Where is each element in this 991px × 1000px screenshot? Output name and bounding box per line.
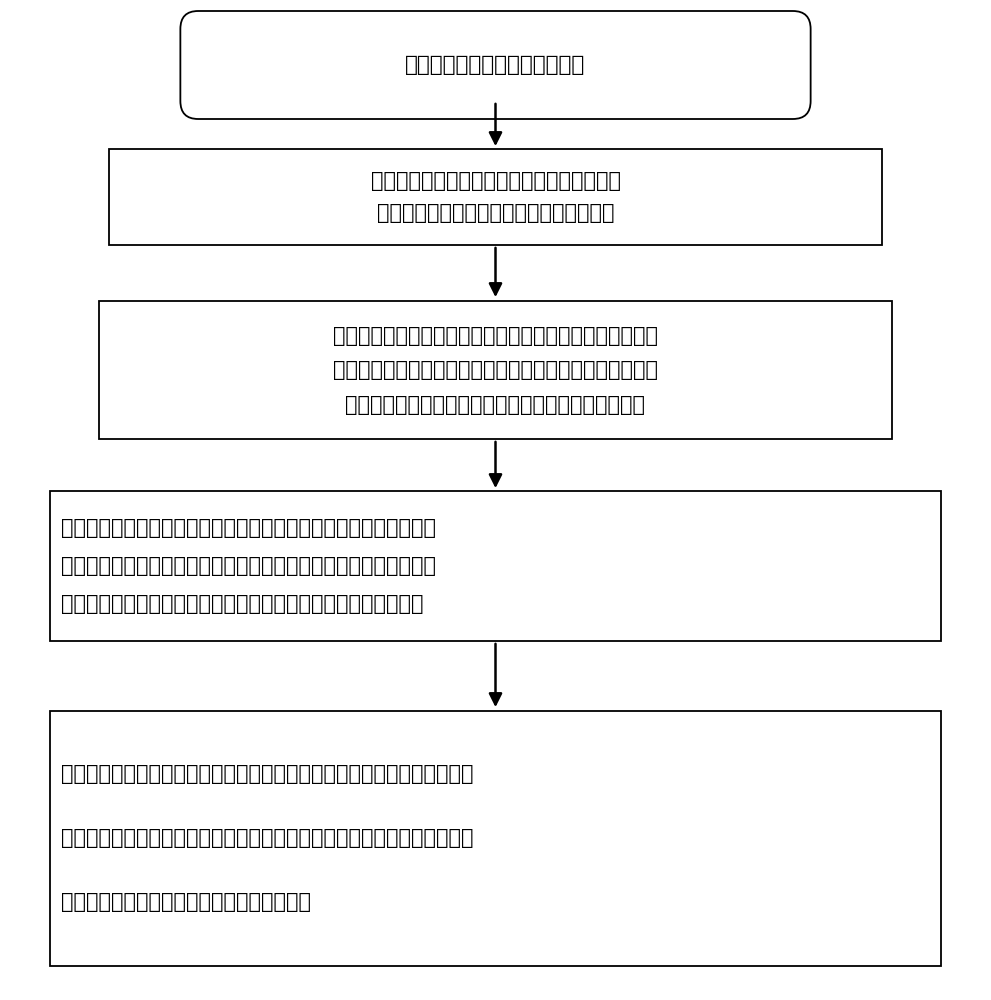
- Text: 采集有杆泵抽油井动态液位数据: 采集有杆泵抽油井动态液位数据: [405, 55, 586, 75]
- Text: 预测函数，对有杆泵抽油井井下动态液位主元特征向量进行非线性映射至高: 预测函数，对有杆泵抽油井井下动态液位主元特征向量进行非线性映射至高: [61, 828, 474, 848]
- Text: 量和理论计算的有杆泵抽油井日产液量计算抽油机泵效: 量和理论计算的有杆泵抽油井日产液量计算抽油机泵效: [346, 395, 645, 415]
- Text: ，去除采集到的有杆泵抽油井数据的异常点: ，去除采集到的有杆泵抽油井数据的异常点: [377, 203, 614, 223]
- Text: 对上冲程过程平均载荷、下冲程过程平均载荷、有杆泵抽油井井口套: 对上冲程过程平均载荷、下冲程过程平均载荷、有杆泵抽油井井口套: [61, 518, 436, 538]
- FancyBboxPatch shape: [109, 149, 882, 245]
- Text: 利用有杆泵抽油井井下动态液位主元特征向量建立基于向量回归的动态液位: 利用有杆泵抽油井井下动态液位主元特征向量建立基于向量回归的动态液位: [61, 764, 474, 784]
- FancyBboxPatch shape: [50, 491, 941, 641]
- Text: 下冲程过程平均载荷，根据采集得到的有杆泵抽油井日产液: 下冲程过程平均载荷，根据采集得到的有杆泵抽油井日产液: [333, 360, 658, 380]
- Text: 行主元分析变换，得到有杆泵抽油井井下动态液位主元特征向量，: 行主元分析变换，得到有杆泵抽油井井下动态液位主元特征向量，: [61, 594, 424, 614]
- FancyBboxPatch shape: [180, 11, 811, 119]
- Text: 维特征空间再做线性回归，实现动态液位预测: 维特征空间再做线性回归，实现动态液位预测: [61, 892, 311, 912]
- FancyBboxPatch shape: [50, 710, 941, 966]
- Text: 根据采集到的抽油机示功图数据计算上冲程过程平均载荷和: 根据采集到的抽油机示功图数据计算上冲程过程平均载荷和: [333, 326, 658, 346]
- FancyBboxPatch shape: [99, 301, 892, 439]
- Text: 根据已采集的有杆泵抽油井动态液位历史数据: 根据已采集的有杆泵抽油井动态液位历史数据: [371, 171, 620, 191]
- Text: 压、有杆泵抽油井日产液量、抽油机泵效和有杆泵抽油井井下泵深进: 压、有杆泵抽油井日产液量、抽油机泵效和有杆泵抽油井井下泵深进: [61, 556, 436, 576]
